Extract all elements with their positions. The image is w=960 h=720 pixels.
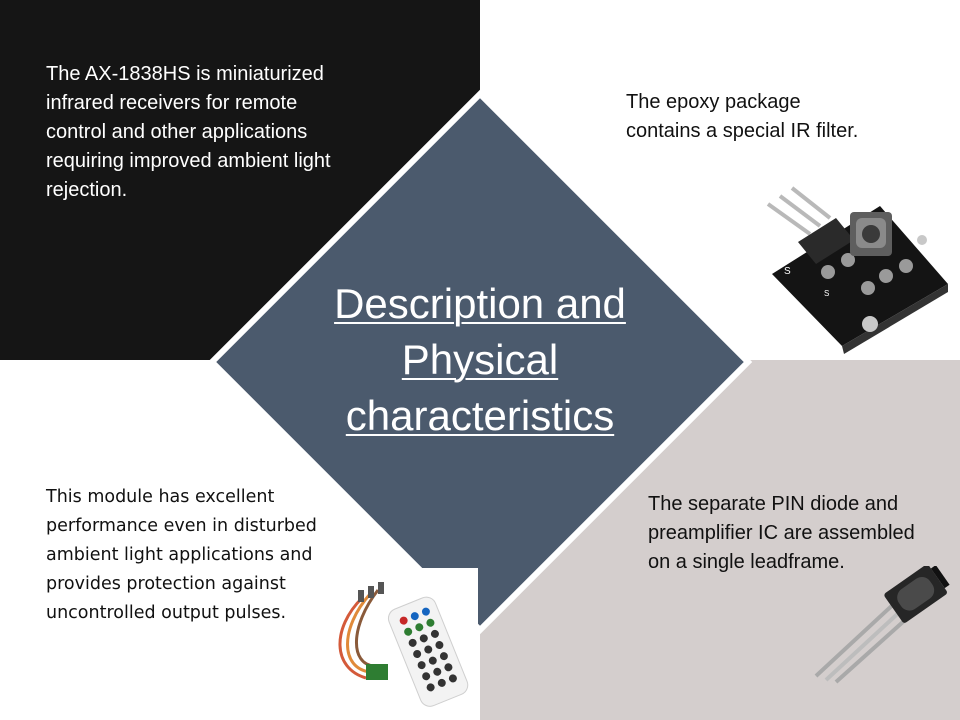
- title-line-2: Physical: [401, 336, 559, 383]
- ir-remote-kit-image: [322, 568, 478, 720]
- bottom-left-description: This module has excellent performance ev…: [46, 487, 317, 623]
- svg-text:S: S: [784, 266, 791, 277]
- title-line-1: Description and: [334, 280, 626, 327]
- slide-title: Description and Physical characteristics: [280, 276, 680, 444]
- svg-text:S: S: [824, 289, 829, 298]
- ir-diode-image: [814, 566, 950, 684]
- top-right-description: The epoxy package contains a special IR …: [626, 91, 859, 142]
- title-line-3: characteristics: [345, 392, 615, 439]
- top-left-description: The AX-1838HS is miniaturized infrared r…: [46, 63, 331, 201]
- ir-receiver-module-image: S S: [766, 186, 948, 354]
- bottom-right-description: The separate PIN diode and preamplifier …: [648, 493, 915, 573]
